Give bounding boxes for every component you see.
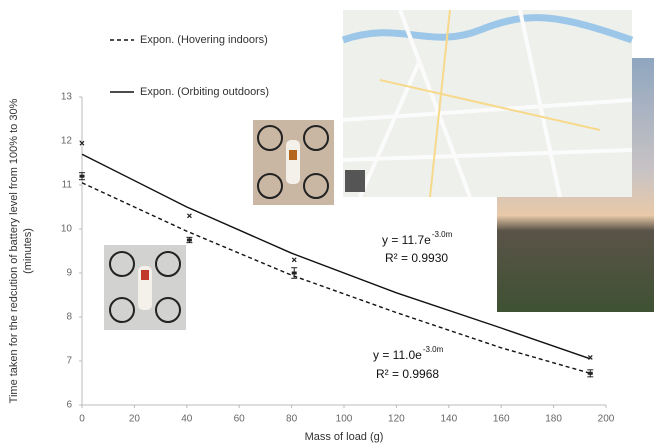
equation: y = 11.7e <box>382 233 431 247</box>
point <box>187 239 192 242</box>
point <box>588 355 592 359</box>
legend-label: Expon. (Orbiting outdoors) <box>140 86 269 98</box>
drone-photo <box>104 245 186 330</box>
y-tick-label: 13 <box>61 92 73 103</box>
point <box>292 258 296 262</box>
equation: y = 11.0e <box>373 348 422 362</box>
equation-exponent: -3.0m <box>423 345 444 354</box>
map-photo <box>343 10 632 197</box>
x-tick-label: 40 <box>181 414 193 425</box>
x-tick-label: 200 <box>598 414 615 425</box>
legend-label: Expon. (Hovering indoors) <box>140 34 268 46</box>
x-tick-label: 0 <box>79 414 85 425</box>
x-axis-label: Mass of load (g) <box>305 431 384 443</box>
x-tick-label: 180 <box>545 414 562 425</box>
point <box>80 175 85 178</box>
x-tick-label: 140 <box>440 414 457 425</box>
y-tick-label: 10 <box>61 224 73 235</box>
x-tick-label: 60 <box>234 414 246 425</box>
y-tick-label: 11 <box>62 180 73 191</box>
y-tick-label: 8 <box>66 312 72 323</box>
point <box>588 372 593 375</box>
y-axis-label: Time taken for the redcution of battery … <box>8 98 20 403</box>
equation-exponent: -3.0m <box>432 230 453 239</box>
y-tick-label: 12 <box>61 136 73 147</box>
point <box>292 272 297 275</box>
y-tick-label: 9 <box>66 268 72 279</box>
point <box>187 214 191 218</box>
drone-photo <box>253 120 334 205</box>
x-tick-label: 20 <box>129 414 141 425</box>
equation: R² = 0.9930 <box>385 251 448 265</box>
y-tick-label: 7 <box>66 356 72 367</box>
x-tick-label: 160 <box>493 414 510 425</box>
equation: R² = 0.9968 <box>376 367 439 381</box>
x-tick-label: 80 <box>286 414 298 425</box>
y-tick-label: 6 <box>66 400 72 411</box>
chart: Mass of load (g) Time taken for the redc… <box>0 0 654 447</box>
x-tick-label: 100 <box>336 414 353 425</box>
x-tick-label: 120 <box>388 414 405 425</box>
y-axis-label: (minutes) <box>22 228 34 274</box>
